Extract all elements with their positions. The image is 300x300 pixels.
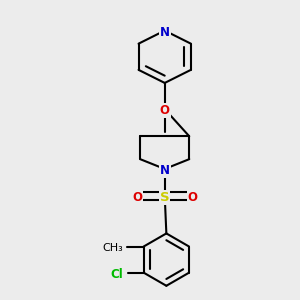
Text: CH₃: CH₃ — [103, 242, 123, 253]
Text: N: N — [160, 26, 170, 39]
Text: O: O — [132, 191, 142, 204]
Text: S: S — [160, 191, 169, 204]
Text: Cl: Cl — [111, 268, 123, 281]
Text: N: N — [160, 164, 170, 177]
Text: O: O — [160, 104, 170, 117]
Text: O: O — [188, 191, 197, 204]
